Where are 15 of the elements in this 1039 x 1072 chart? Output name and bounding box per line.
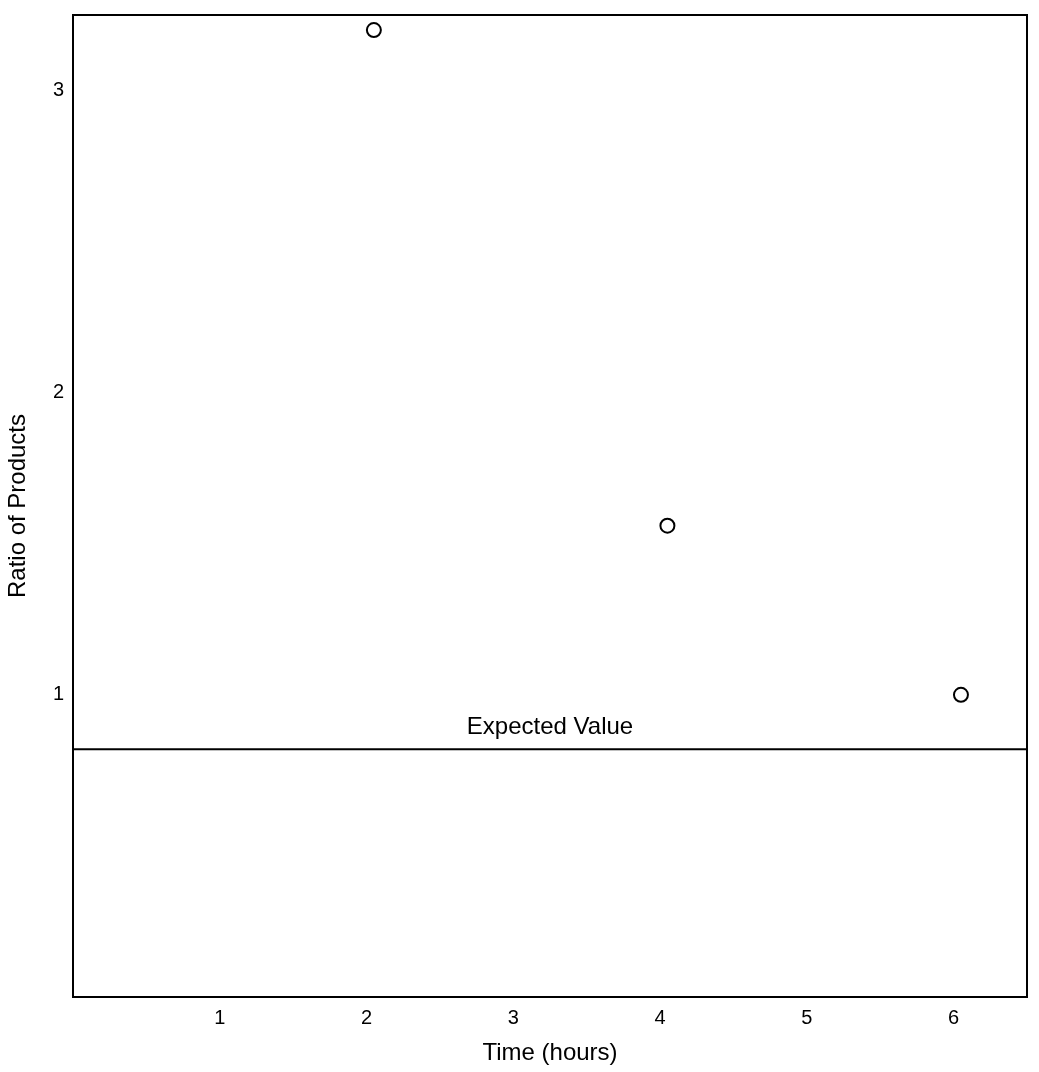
point xyxy=(365,22,382,39)
x-tick-label: 3 xyxy=(507,1005,519,1028)
x-tick-label: 2 xyxy=(360,1005,373,1028)
x-tick-label: 1 xyxy=(214,1005,226,1028)
x-tick-label: 6 xyxy=(948,1005,960,1028)
x-tick-label: 4 xyxy=(654,1005,666,1028)
point xyxy=(659,517,676,534)
ref-line-label: Expected Value xyxy=(466,711,634,739)
x-tick-label: 5 xyxy=(801,1005,813,1028)
y-axis-title: Ratio of Products xyxy=(3,413,31,599)
y-tick-label: 1 xyxy=(52,682,64,705)
y-tick-label: 3 xyxy=(52,78,64,101)
y-tick-label: 2 xyxy=(52,380,64,403)
x-axis-title: Time (hours) xyxy=(482,1038,618,1066)
point xyxy=(952,686,969,703)
